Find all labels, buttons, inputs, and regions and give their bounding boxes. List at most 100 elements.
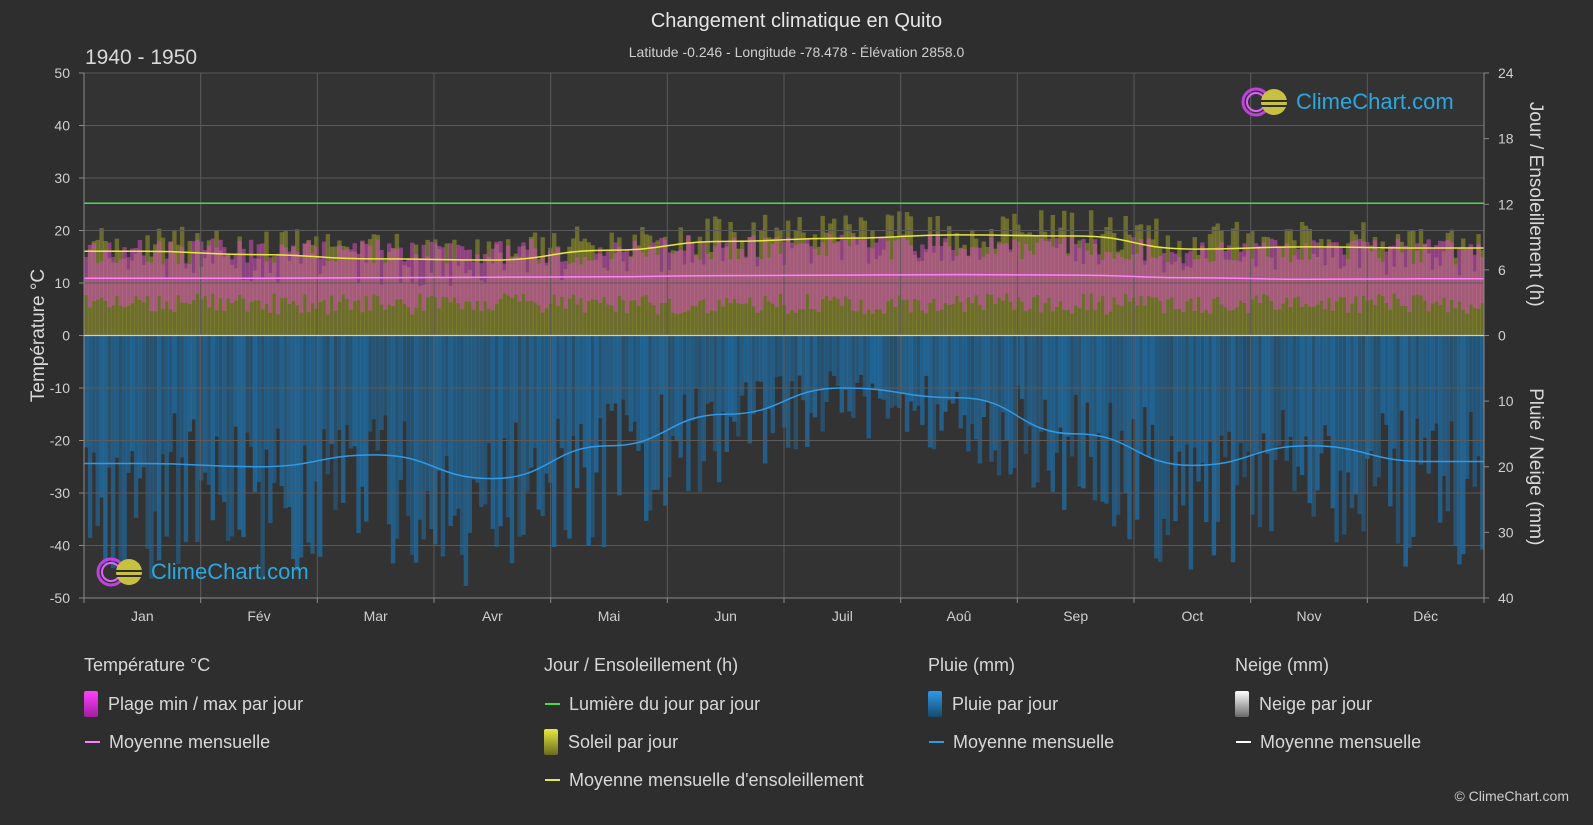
sunshine-day-bar — [701, 264, 706, 336]
rain-day-bar — [1223, 335, 1228, 458]
rain-day-bar — [1426, 335, 1431, 474]
rain-day-bar — [168, 335, 173, 453]
sunshine-day-bar — [233, 268, 239, 336]
rain-day-bar — [402, 335, 407, 422]
temperature-day-bar — [233, 253, 239, 301]
temperature-day-bar — [333, 261, 338, 311]
rain-day-bar — [1104, 335, 1109, 504]
legend-snow-mean: Moyenne mensuelle — [1235, 730, 1421, 754]
temperature-day-bar — [1357, 238, 1362, 313]
temperature-day-bar — [659, 237, 664, 303]
temperature-day-bar — [383, 263, 388, 310]
brand-name: ClimeChart.com — [151, 559, 309, 584]
rain-day-bar — [532, 335, 538, 448]
rain-day-bar — [985, 335, 990, 403]
temperature-day-bar — [1276, 245, 1282, 310]
y-right-rain-tick-label: 30 — [1498, 524, 1514, 540]
sunshine-day-bar — [252, 270, 258, 336]
rain-day-bar — [1023, 335, 1029, 454]
temperature-day-bar — [743, 256, 749, 304]
rain-day-bar — [279, 335, 285, 487]
rain-day-bar — [252, 335, 258, 492]
rain-day-bar — [881, 335, 887, 400]
y-right-rain-tick-label: 40 — [1498, 590, 1514, 606]
sunshine-day-bar — [1342, 266, 1347, 336]
temperature-day-bar — [801, 243, 806, 310]
temperature-day-bar — [536, 263, 542, 306]
rain-day-bar — [1108, 335, 1113, 403]
temperature-day-bar — [1322, 247, 1328, 310]
temperature-day-bar — [1157, 256, 1163, 301]
temperature-day-bar — [628, 257, 634, 301]
temperature-day-bar — [1219, 242, 1224, 305]
rain-day-bar — [536, 335, 542, 510]
temperature-day-bar — [732, 237, 737, 300]
rain-day-bar — [540, 335, 545, 516]
temperature-day-bar — [728, 259, 733, 304]
sunshine-day-bar — [248, 281, 254, 336]
temperature-day-bar — [1453, 264, 1458, 309]
temperature-day-bar — [590, 260, 595, 300]
y-left-tick-label: -10 — [50, 380, 70, 396]
temperature-day-bar — [410, 242, 415, 315]
temperature-day-bar — [874, 242, 879, 310]
rain-day-bar — [1062, 335, 1067, 510]
temperature-day-bar — [371, 263, 377, 295]
temperature-day-bar — [1411, 264, 1416, 296]
temperature-day-bar — [218, 239, 223, 299]
temperature-day-bar — [897, 239, 902, 296]
temperature-day-bar — [947, 246, 952, 305]
temperature-day-bar — [291, 245, 296, 302]
temperature-day-bar — [387, 243, 392, 305]
rain-day-bar — [1457, 335, 1462, 565]
rain-day-bar — [1131, 335, 1136, 420]
y-left-tick-label: 20 — [54, 223, 70, 239]
temperature-day-bar — [241, 248, 246, 299]
rain-day-bar — [778, 335, 783, 377]
rain-day-bar — [490, 335, 496, 529]
temperature-day-bar — [962, 248, 967, 312]
rain-day-bar — [1119, 335, 1125, 431]
rain-day-bar — [306, 335, 311, 543]
temperature-day-bar — [1345, 259, 1351, 313]
rain-day-bar — [229, 335, 235, 537]
sunshine-day-bar — [271, 256, 277, 336]
temperature-day-bar — [110, 256, 116, 306]
rain-day-bar — [1345, 335, 1351, 473]
rain-day-bar — [1407, 335, 1412, 548]
legend-label: Pluie par jour — [952, 693, 1059, 714]
rain-day-bar — [870, 335, 875, 384]
rain-day-bar — [789, 335, 795, 382]
temperature-day-bar — [1296, 249, 1301, 297]
rain-day-bar — [337, 335, 342, 430]
rain-day-bar — [885, 335, 891, 419]
sunshine-day-bar — [559, 280, 565, 336]
temperature-day-bar — [1334, 242, 1339, 302]
legend-sun-header: Jour / Ensoleillement (h) — [544, 655, 739, 675]
rain-day-bar — [927, 335, 933, 448]
rain-swatch — [928, 691, 942, 717]
rain-day-bar — [218, 335, 223, 496]
temperature-day-bar — [1395, 238, 1401, 299]
rain-day-bar — [551, 335, 557, 547]
rain-day-bar — [352, 335, 357, 447]
rain-day-bar — [755, 335, 760, 382]
temperature-day-bar — [1138, 238, 1144, 296]
sunshine-day-bar — [502, 270, 507, 336]
legend-label: Neige par jour — [1259, 693, 1373, 714]
temperature-day-bar — [1437, 240, 1443, 305]
rain-day-bar — [701, 335, 706, 462]
x-tick-label: Fév — [247, 608, 270, 624]
sunshine-day-bar — [84, 278, 89, 336]
rain-day-bar — [1434, 335, 1439, 424]
temperature-day-bar — [582, 257, 588, 313]
rain-day-bar — [851, 335, 856, 419]
temperature-day-bar — [1188, 250, 1194, 299]
sunshine-day-bar — [463, 273, 469, 336]
rain-day-bar — [824, 335, 829, 402]
rain-day-bar — [390, 335, 396, 564]
temperature-day-bar — [693, 255, 699, 307]
temperature-day-bar — [149, 262, 154, 312]
rain-day-bar — [1081, 335, 1086, 489]
temperature-day-bar — [624, 250, 630, 314]
